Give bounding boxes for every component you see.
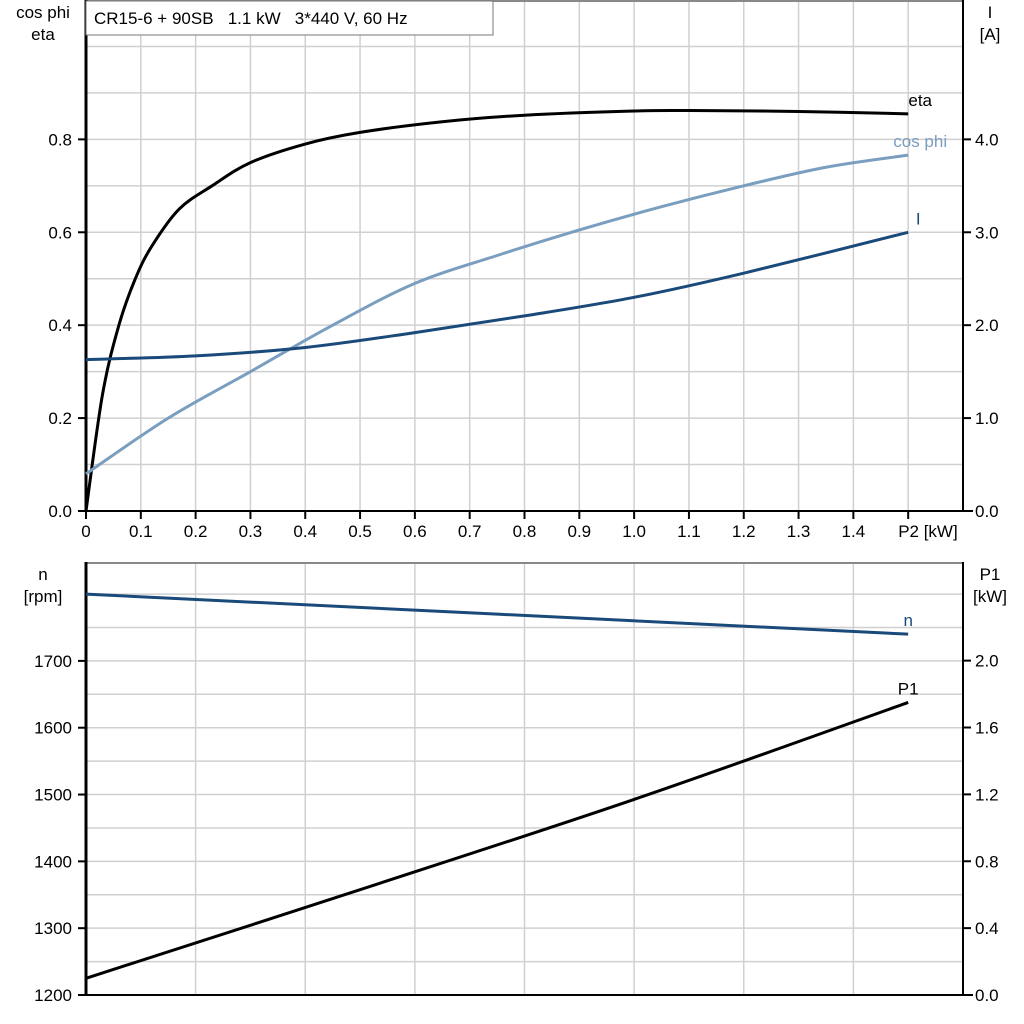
series-line-cos-phi	[85, 153, 909, 476]
y-tick-label-right: 0.4	[975, 919, 999, 938]
series-line-i	[85, 230, 909, 362]
x-tick-label: 0.8	[513, 522, 537, 541]
series-label-n: n	[903, 611, 912, 630]
y-tick-label-right: 1.6	[975, 719, 999, 738]
y-axis-label-left: cos phi	[16, 3, 70, 22]
y-tick-label-right: 1.0	[975, 409, 999, 428]
x-axis-label: P2 [kW]	[898, 522, 958, 541]
y-tick-label-left: 0.6	[48, 223, 72, 242]
y-tick-label-right: 1.2	[975, 785, 999, 804]
x-tick-label: 1.2	[732, 522, 756, 541]
y-tick-label-left: 0.8	[48, 130, 72, 149]
y-tick-label-left: 0.2	[48, 409, 72, 428]
x-tick-label: 0.3	[239, 522, 263, 541]
y-tick-label-left: 1500	[34, 786, 72, 805]
chart-title: CR15-6 + 90SB 1.1 kW 3*440 V, 60 Hz	[94, 9, 408, 28]
panel-efficiency: 0.0 0.2 0.4 0.6 0.8 0.0 1.0 2.0 3.0 4.0 0 0.1 0.2 0.3…	[16, 0, 1000, 541]
series-label-cos-phi: cos phi	[893, 132, 947, 151]
x-tick-label: 1.4	[842, 522, 866, 541]
series-line-p1	[85, 701, 909, 980]
x-tick-label: 0.4	[293, 522, 317, 541]
title-box	[85, 0, 494, 36]
x-tick-label: 0.7	[458, 522, 482, 541]
y-tick-label-left: 1600	[34, 719, 72, 738]
y-tick-label-right: 3.0	[975, 223, 999, 242]
y-tick-label-right: 4.0	[975, 130, 999, 149]
y-tick-label-right: 0.0	[975, 502, 999, 521]
x-tick-label: 0.9	[567, 522, 591, 541]
y-tick-label-right: 2.0	[975, 316, 999, 335]
x-tick-label: 0.1	[129, 522, 153, 541]
x-tick-label: 1.1	[677, 522, 701, 541]
y-axis-label-right: I	[988, 3, 993, 22]
series-label-eta: eta	[908, 91, 932, 110]
y-tick-label-right: 0.0	[975, 986, 999, 1005]
y-axis-label-right: [A]	[980, 25, 1001, 44]
y-tick-label-left: 1700	[34, 652, 72, 671]
x-tick-label: 0	[81, 522, 90, 541]
y-tick-label-left: 0.4	[48, 316, 72, 335]
x-tick-label: 0.5	[348, 522, 372, 541]
y-axis-label-right: [kW]	[973, 587, 1007, 606]
series-label-p1: P1	[898, 679, 919, 698]
y-axis-label-right: P1	[980, 565, 1001, 584]
y-axis-label-left: n	[38, 565, 47, 584]
panel-speed-power: 1200 1300 1400 1500 1600 1700 0.0 0.4 0.8 1.2 1.6 2…	[24, 562, 1007, 1005]
x-tick-label: 1.3	[787, 522, 811, 541]
y-tick-label-right: 2.0	[975, 652, 999, 671]
series-label-i: I	[916, 209, 921, 228]
y-axis-label-left: eta	[31, 25, 55, 44]
y-tick-label-right: 0.8	[975, 852, 999, 871]
y-tick-label-left: 1400	[34, 852, 72, 871]
series-line-n	[85, 592, 909, 636]
y-tick-label-left: 1200	[34, 986, 72, 1005]
x-tick-label: 0.2	[184, 522, 208, 541]
x-tick-label: 1.0	[622, 522, 646, 541]
y-axis-label-left: [rpm]	[24, 587, 63, 606]
x-tick-label: 0.6	[403, 522, 427, 541]
y-tick-label-left: 1300	[34, 919, 72, 938]
series-line-eta	[84, 108, 909, 512]
y-tick-label-left: 0.0	[48, 502, 72, 521]
